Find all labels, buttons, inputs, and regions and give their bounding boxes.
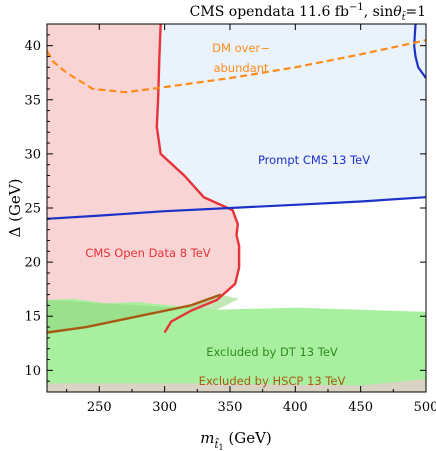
- x-axis-label: mt̃1 (GeV): [200, 429, 272, 451]
- x-axis-label-main: m: [200, 429, 214, 447]
- chart-title-superscript: −1: [349, 2, 364, 13]
- y-tick-label: 20: [24, 256, 41, 271]
- x-tick-label: 250: [87, 400, 112, 415]
- prompt-cms-13tev-upper-boundary: [413, 24, 426, 79]
- cms-open-data-8tev-boundary: [155, 24, 241, 334]
- y-tick-label: 30: [24, 147, 41, 162]
- y-tick-label: 15: [24, 310, 41, 325]
- x-axis-label-unit: (GeV): [224, 429, 272, 447]
- chart-title: CMS opendata 11.6 fb−1, sinθt̃=1: [190, 2, 426, 23]
- excluded-dt-13tev-region: [47, 298, 426, 392]
- y-tick-label: 25: [24, 202, 41, 217]
- x-tick-label: 500: [414, 400, 436, 415]
- plot-regions: [47, 24, 426, 392]
- y-tick-label: 40: [24, 39, 41, 54]
- x-tick-label: 300: [152, 400, 177, 415]
- dt-label: Excluded by DT 13 TeV: [206, 345, 338, 359]
- open-data-label: CMS Open Data 8 TeV: [85, 246, 211, 260]
- chart-title-eq: =1: [405, 4, 426, 20]
- prompt-label: Prompt CMS 13 TeV: [258, 153, 370, 167]
- chart-title-sin: , sin: [364, 4, 394, 20]
- excluded-hscp-13tev-region: [47, 294, 240, 333]
- chart-title-main: CMS opendata 11.6 fb: [190, 4, 349, 20]
- x-axis-label-sub2: 1: [219, 443, 224, 451]
- y-axis-label: Δ (GeV): [6, 179, 24, 238]
- x-tick-label: 450: [348, 400, 373, 415]
- x-tick-label: 350: [218, 400, 243, 415]
- x-tick-label: 400: [283, 400, 308, 415]
- chart-title-theta-sub: t̃: [402, 10, 406, 23]
- y-tick-label: 35: [24, 93, 41, 108]
- dm-label-line2: abundant: [213, 61, 269, 75]
- cms-open-data-8tev-region: [47, 24, 240, 333]
- dm-over-abundant-boundary: [47, 39, 426, 94]
- hscp-label: Excluded by HSCP 13 TeV: [199, 374, 346, 388]
- excluded-hscp-13tev-band: [47, 379, 426, 392]
- y-tick-label: 10: [24, 364, 41, 379]
- excluded-hscp-13tev-boundary: [47, 293, 222, 334]
- x-axis-label-sub: t̃: [214, 438, 219, 451]
- chart-title-theta: θ: [393, 4, 402, 20]
- dm-label-line1: DM over−: [212, 41, 270, 55]
- prompt-cms-13tev-boundary: [47, 196, 426, 220]
- y-axis-ticks: 10 15 20 25 30 35 40: [24, 23, 426, 382]
- x-axis-ticks: 250 300 350 400 450 500: [66, 24, 436, 415]
